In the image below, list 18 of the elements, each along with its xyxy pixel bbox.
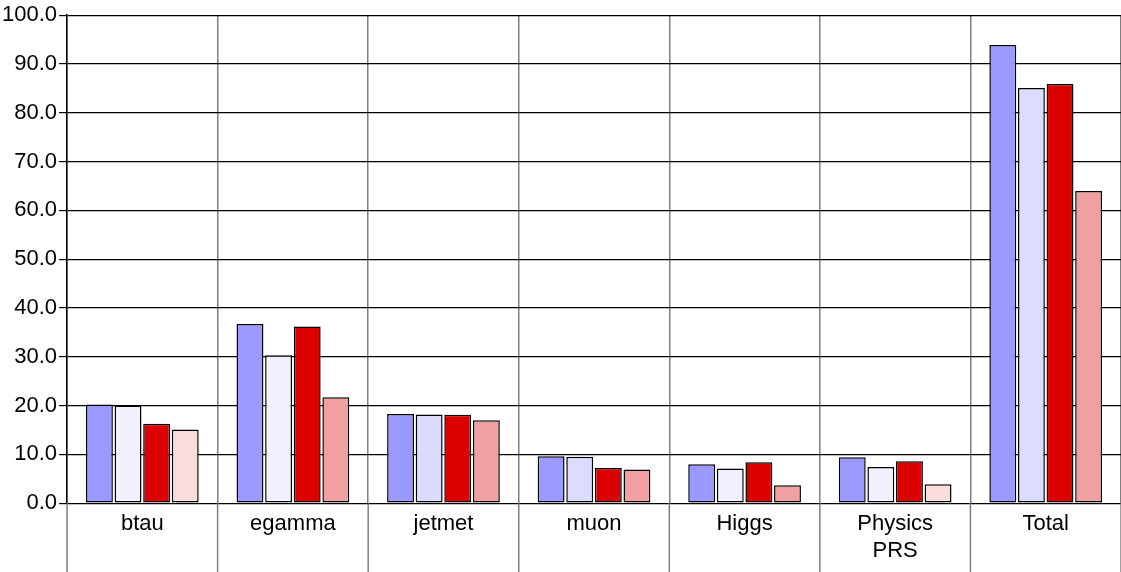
x-tick-label: Physics PRS — [857, 510, 934, 562]
y-tick-label: 10.0 — [14, 440, 58, 466]
x-tick-label: Total — [1022, 510, 1069, 536]
x-tick-label: Higgs — [716, 510, 773, 536]
y-tick-label: 60.0 — [14, 196, 58, 222]
x-tick-label: egamma — [250, 510, 337, 536]
y-tick-label: 90.0 — [14, 50, 58, 76]
y-tick-label: 30.0 — [14, 342, 58, 368]
y-tick-label: 0.0 — [26, 489, 58, 515]
y-tick-label: 70.0 — [14, 147, 58, 173]
x-tick-label: btau — [120, 510, 164, 536]
y-tick-label: 20.0 — [14, 391, 58, 417]
y-tick-label: 50.0 — [14, 245, 58, 271]
y-tick-label: 100.0 — [1, 1, 58, 27]
y-tick-label: 80.0 — [14, 98, 58, 124]
x-tick-label: muon — [566, 510, 622, 536]
y-tick-label: 40.0 — [14, 294, 58, 320]
x-tick-label: jetmet — [412, 510, 474, 536]
